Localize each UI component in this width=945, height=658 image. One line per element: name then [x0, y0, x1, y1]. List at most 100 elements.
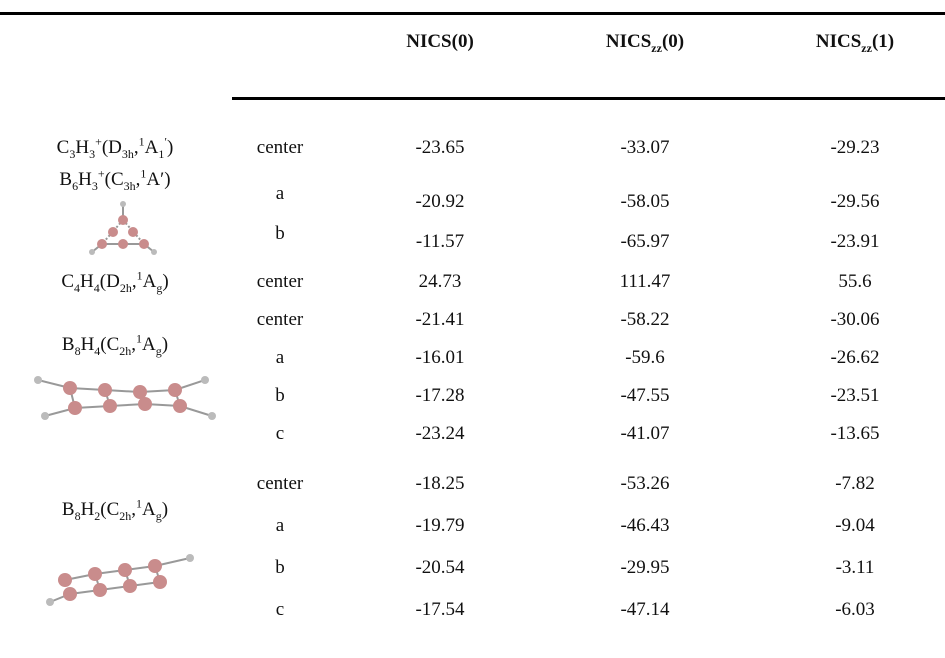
value-text: -19.79 — [415, 515, 464, 536]
text-part: B — [62, 499, 75, 520]
site-label: a — [276, 347, 284, 369]
value: -23.91 — [830, 231, 879, 253]
formula: C3H3+(D3h,1A1′) — [57, 137, 174, 159]
value-text: -3.11 — [836, 557, 875, 578]
site-text: a — [276, 347, 284, 368]
value-text: -65.97 — [620, 231, 669, 252]
column-header: NICSzz(0) — [606, 31, 684, 53]
text-part: A — [145, 137, 159, 158]
value: -16.01 — [415, 347, 464, 369]
value-text: -47.14 — [620, 599, 669, 620]
site-label: a — [276, 183, 284, 205]
site-text: c — [276, 599, 284, 620]
value-text: -23.24 — [415, 423, 464, 444]
text-part: (C — [100, 334, 119, 355]
column-header: NICS(0) — [406, 31, 474, 53]
value: -17.28 — [415, 385, 464, 407]
value: -30.06 — [830, 309, 879, 331]
text-part: C — [61, 271, 74, 292]
site-label: center — [257, 271, 303, 293]
site-label: b — [275, 223, 285, 245]
value: -65.97 — [620, 231, 669, 253]
value-text: -23.91 — [830, 231, 879, 252]
value-text: -17.54 — [415, 599, 464, 620]
value: -53.26 — [620, 473, 669, 495]
site-text: c — [276, 423, 284, 444]
value-text: -17.28 — [415, 385, 464, 406]
site-label: center — [257, 137, 303, 159]
text-part: NICS(0) — [406, 31, 474, 52]
value-text: -46.43 — [620, 515, 669, 536]
value: -11.57 — [416, 231, 464, 253]
site-text: b — [275, 223, 285, 244]
formula: C4H4(D2h,1Ag) — [61, 271, 168, 293]
value: -29.56 — [830, 191, 879, 213]
site-text: center — [257, 271, 303, 292]
value-text: -29.95 — [620, 557, 669, 578]
text-part: H — [81, 499, 95, 520]
value-text: -7.82 — [835, 473, 875, 494]
value-text: 55.6 — [838, 271, 871, 292]
formula: B8H4(C2h,1Ag) — [62, 334, 168, 356]
site-text: a — [276, 183, 284, 204]
text-part: NICS — [816, 31, 861, 52]
table-page: NICS(0) NICSzz(0) NICSzz(1) C3H3+(D3h,1A1′)… — [0, 0, 945, 658]
text-part: (C — [105, 169, 124, 190]
text-part: A — [142, 499, 156, 520]
text-part: ) — [162, 334, 168, 355]
site-label: center — [257, 309, 303, 331]
value: -23.51 — [830, 385, 879, 407]
value-text: -21.41 — [415, 309, 464, 330]
formula: B6H3+(C3h,1A′) — [59, 169, 170, 191]
value: -29.23 — [830, 137, 879, 159]
value-text: -33.07 — [620, 137, 669, 158]
value: -58.05 — [620, 191, 669, 213]
site-text: center — [257, 309, 303, 330]
value-text: -23.65 — [415, 137, 464, 158]
value-text: -18.25 — [415, 473, 464, 494]
value: 24.73 — [419, 271, 462, 293]
value: -7.82 — [835, 473, 875, 495]
value: -19.79 — [415, 515, 464, 537]
value-text: -13.65 — [830, 423, 879, 444]
text-part: B — [62, 334, 75, 355]
text-part: H — [80, 271, 94, 292]
b6h3-structure — [88, 198, 158, 260]
subscript: 3h — [122, 147, 134, 161]
text-part: ) — [162, 271, 168, 292]
site-label: c — [276, 423, 284, 445]
value: -59.6 — [625, 347, 665, 369]
value: -20.92 — [415, 191, 464, 213]
site-label: c — [276, 599, 284, 621]
value-text: -29.23 — [830, 137, 879, 158]
site-text: b — [275, 557, 285, 578]
subscript: 2h — [119, 344, 131, 358]
subscript: 2h — [119, 509, 131, 523]
value: -26.62 — [830, 347, 879, 369]
value: -47.14 — [620, 599, 669, 621]
text-part: (C — [100, 499, 119, 520]
site-text: center — [257, 137, 303, 158]
value-text: -59.6 — [625, 347, 665, 368]
value: -23.65 — [415, 137, 464, 159]
value: -18.25 — [415, 473, 464, 495]
value-text: -9.04 — [835, 515, 875, 536]
site-text: b — [275, 385, 285, 406]
value-text: -53.26 — [620, 473, 669, 494]
value-text: -20.92 — [415, 191, 464, 212]
value-text: -20.54 — [415, 557, 464, 578]
value-text: 111.47 — [620, 271, 671, 292]
subscript: zz — [651, 41, 662, 55]
text-part: H — [78, 169, 92, 190]
column-header: NICSzz(1) — [816, 31, 894, 53]
site-label: b — [275, 385, 285, 407]
value: -17.54 — [415, 599, 464, 621]
text-part: (D — [102, 137, 122, 158]
value-text: -58.22 — [620, 309, 669, 330]
subscript: zz — [861, 41, 872, 55]
value-text: -11.57 — [416, 231, 464, 252]
subscript: 3h — [124, 179, 136, 193]
text-part: ) — [167, 137, 173, 158]
value: -29.95 — [620, 557, 669, 579]
value: -6.03 — [835, 599, 875, 621]
